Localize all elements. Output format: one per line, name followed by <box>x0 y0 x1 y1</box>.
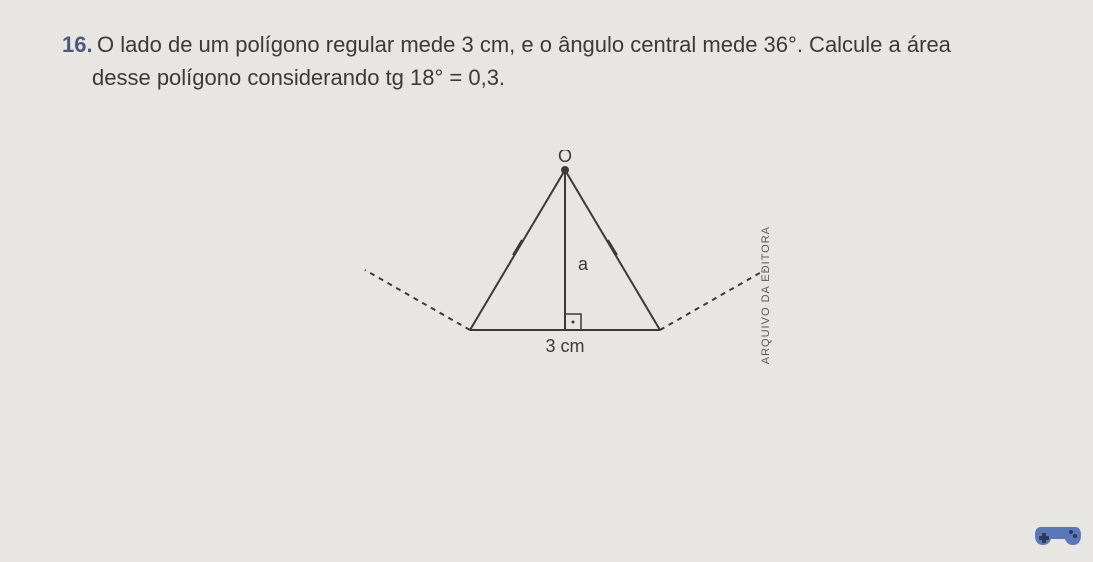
question-block: 16. O lado de um polígono regular mede 3… <box>62 28 1073 94</box>
tick-right <box>608 240 617 255</box>
side-right <box>565 170 660 330</box>
base-label: 3 cm <box>545 336 584 356</box>
question-text-line1: O lado de um polígono regular mede 3 cm,… <box>97 32 951 57</box>
side-left <box>470 170 565 330</box>
triangle-figure: O a 3 cm <box>330 150 810 380</box>
right-angle-dot <box>572 321 575 324</box>
gamepad-icon <box>1033 507 1083 552</box>
apex-label: O <box>558 150 572 166</box>
question-number: 16. <box>62 32 93 57</box>
dash-right <box>660 270 765 330</box>
image-credit: ARQUIVO DA EDITORA <box>760 226 772 364</box>
apex-dot <box>561 166 569 174</box>
triangle-svg: O a 3 cm <box>330 150 810 380</box>
tick-left <box>513 240 522 255</box>
question-text-line2: desse polígono considerando tg 18° = 0,3… <box>92 61 505 94</box>
apothem-label: a <box>578 254 589 274</box>
dash-left <box>365 270 470 330</box>
